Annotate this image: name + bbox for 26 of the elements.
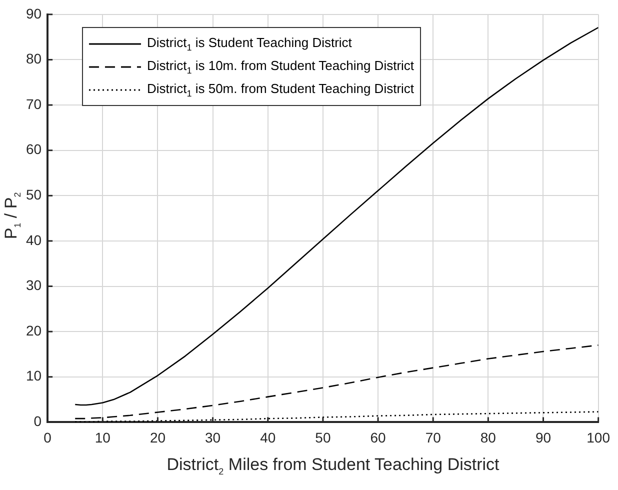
x-tick-label: 80	[480, 429, 496, 446]
y-tick-label: 30	[26, 277, 42, 294]
y-tick-label: 90	[26, 5, 42, 22]
legend-label: District$_{1}$ is Student Teaching District	[147, 34, 352, 52]
x-tick-label: 60	[370, 429, 386, 446]
x-tick-label: 90	[535, 429, 552, 446]
x-tick-label: 70	[425, 429, 442, 446]
legend-label: District$_{1}$ is 50m. from Student Teaching District	[147, 80, 414, 98]
y-tick-label: 50	[26, 186, 42, 203]
y-tick-label: 60	[26, 141, 42, 158]
y-tick-label: 80	[26, 50, 42, 67]
x-tick-label: 50	[315, 429, 331, 446]
y-tick-label: 0	[34, 413, 42, 430]
legend-label: District$_{1}$ is 10m. from Student Teaching District	[147, 58, 414, 76]
y-tick-label: 10	[26, 368, 42, 384]
x-tick-label: 100	[586, 429, 610, 446]
x-tick-label: 10	[94, 429, 111, 446]
line-series	[74, 344, 598, 420]
x-axis-title: District$_{2}$ Miles from Student Teaching District	[166, 455, 500, 476]
x-tick-label: 30	[205, 429, 221, 446]
x-tick-label: 20	[150, 429, 166, 446]
y-tick-label: 20	[26, 322, 42, 338]
y-tick-label: 40	[26, 232, 42, 248]
y-tick-label: 70	[26, 96, 42, 112]
x-tick-label: 0	[44, 429, 52, 446]
x-tick-label: 40	[260, 429, 276, 446]
